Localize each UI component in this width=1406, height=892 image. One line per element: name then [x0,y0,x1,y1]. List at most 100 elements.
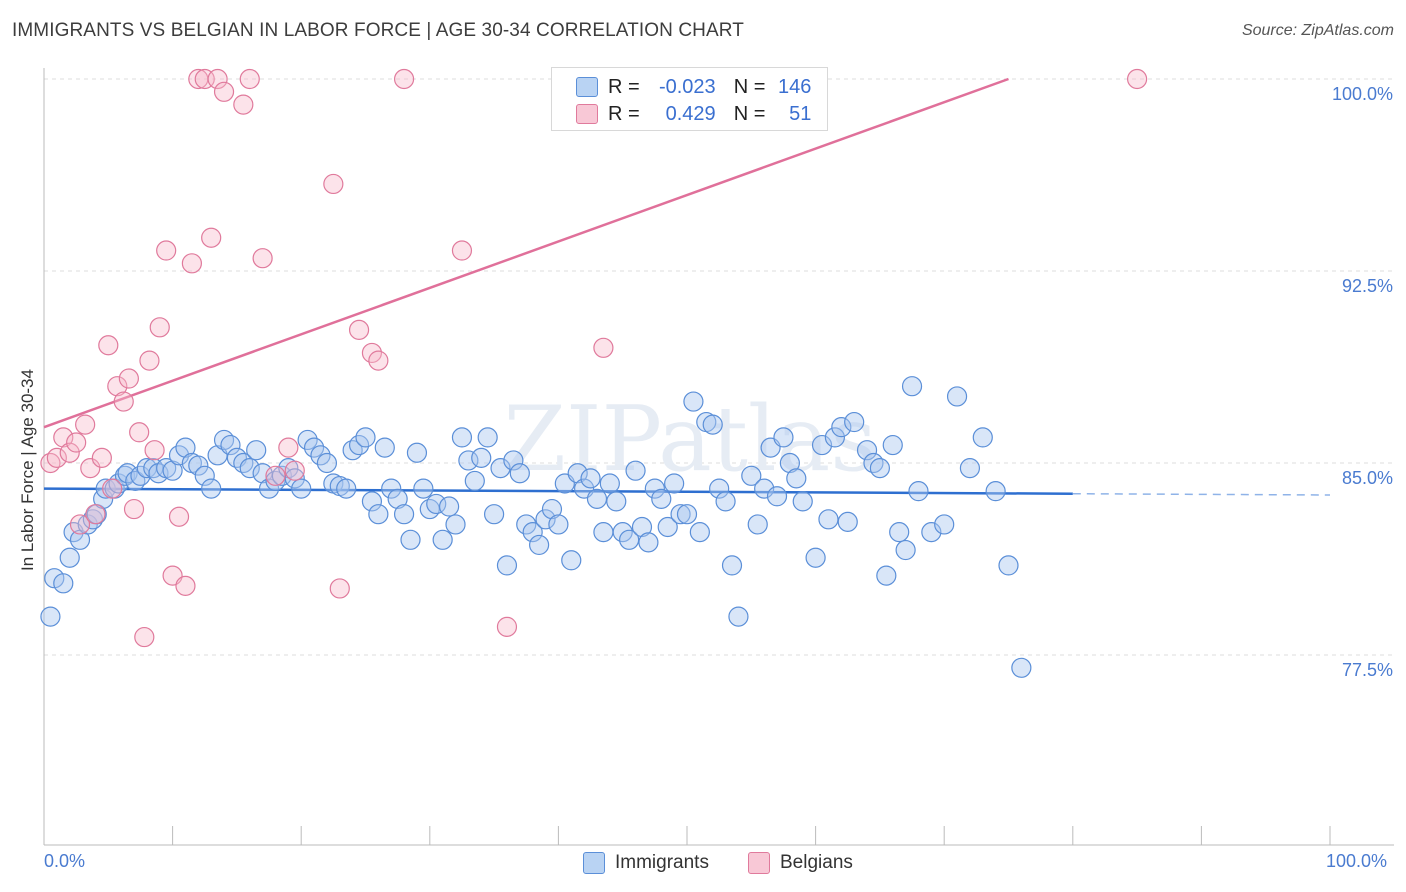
legend-r-value: -0.023 [658,75,716,98]
point-immigrants [985,481,1006,502]
point-immigrants [786,468,807,489]
point-immigrants [625,460,646,481]
point-belgians [348,319,370,340]
point-immigrants [484,504,505,525]
point-immigrants [252,463,273,484]
point-belgians [53,427,74,448]
point-immigrants [766,486,788,507]
point-immigrants [548,514,569,535]
point-belgians [98,335,119,356]
point-belgians [139,350,160,371]
point-immigrants [162,460,183,481]
point-belgians [113,391,134,412]
point-immigrants [355,427,376,448]
point-immigrants [657,516,678,538]
point-immigrants [53,573,74,594]
point-belgians [284,460,305,481]
point-immigrants [856,440,878,461]
point-immigrants [934,514,955,535]
point-immigrants [818,509,839,530]
point-immigrants [503,450,524,471]
point-belgians [102,478,123,499]
point-immigrants [721,555,743,576]
point-belgians [118,368,139,389]
point-immigrants [496,555,518,576]
point-belgians [213,81,235,102]
point-immigrants [619,529,640,550]
point-immigrants [831,417,852,438]
point-immigrants [239,458,260,479]
point-immigrants [291,478,312,499]
point-belgians [593,337,614,358]
point-immigrants [869,458,891,479]
point-immigrants [561,550,582,571]
point-belgians [129,422,150,443]
point-immigrants [336,478,357,499]
stats-legend: R = -0.023 N = 146 R = 0.429 N = 51 [551,67,828,131]
point-immigrants [599,473,620,494]
point-immigrants [837,511,858,532]
bottom-legend-swatch-immigrants [583,852,605,874]
legend-n-label: N = [733,75,766,98]
bottom-legend-immigrants: Immigrants [583,852,709,874]
point-belgians [107,376,128,397]
point-belgians [233,94,254,115]
point-immigrants [779,452,800,474]
point-immigrants [998,555,1019,576]
legend-n-value: 51 [789,102,812,125]
point-belgians [66,432,87,453]
point-immigrants [889,522,910,543]
point-immigrants [876,565,897,586]
legend-r-label: R = [608,75,640,98]
point-immigrants [754,478,775,499]
y-tick-label: 77.5% [1342,660,1393,680]
point-immigrants [59,547,80,568]
y-tick-label: 100.0% [1332,84,1393,104]
y-tick-labels: 77.5% 85.0% 92.5% 100.0% [1332,84,1393,680]
point-belgians [239,68,260,90]
bottom-legend-swatch-belgians [748,852,770,874]
point-immigrants [959,458,981,479]
source-credit: Source: ZipAtlas.com [1241,22,1394,39]
point-immigrants [220,434,241,456]
point-immigrants [664,473,685,494]
bottom-legend-belgians: Belgians [748,852,853,874]
point-immigrants [747,514,768,535]
point-immigrants [844,411,865,433]
point-immigrants [709,478,730,499]
x-tick-label-max: 100.0% [1326,851,1388,871]
point-immigrants [393,504,415,525]
point-immigrants [882,434,903,456]
point-immigrants [368,504,389,525]
point-immigrants [413,478,434,499]
point-immigrants [567,463,588,484]
grid-lines [44,78,1394,656]
point-immigrants [811,434,833,456]
point-belgians [85,504,106,525]
y-axis-label: In Labor Force | Age 30-34 [18,369,37,571]
bottom-legend-label-belgians: Belgians [780,852,853,873]
point-immigrants [651,488,672,509]
point-immigrants [374,437,395,458]
point-immigrants [792,491,813,512]
point-immigrants [246,440,267,461]
point-immigrants [631,516,653,538]
point-belgians [69,514,91,535]
point-immigrants [381,478,402,499]
bottom-legend-label-immigrants: Immigrants [615,852,709,873]
point-belgians [207,68,228,90]
point-immigrants [458,450,479,471]
point-immigrants [490,458,511,479]
point-immigrants [908,481,929,502]
point-immigrants [689,522,710,543]
point-immigrants [201,478,222,499]
point-immigrants [451,427,473,448]
point-immigrants [284,468,305,489]
point-immigrants [676,504,698,525]
y-tick-label: 92.5% [1342,276,1393,296]
point-belgians [168,506,190,527]
legend-n-label: N = [733,102,766,125]
trend-line-immigrants-extension [1072,492,1331,496]
point-immigrants [114,465,136,486]
point-immigrants [824,427,845,448]
